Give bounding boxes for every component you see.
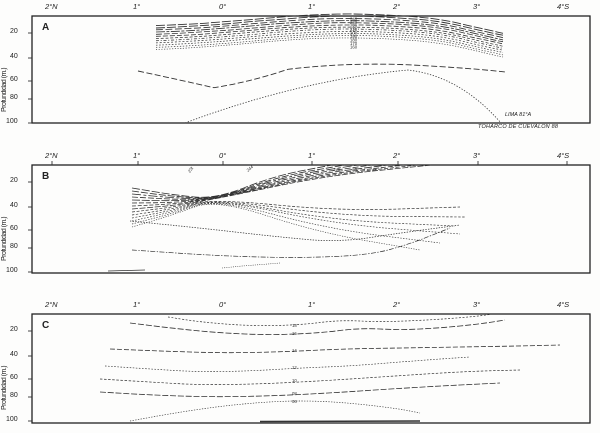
svg-text:23t: 23t [186,165,195,174]
svg-text:160: 160 [350,45,358,50]
svg-text:18: 18 [292,323,297,328]
svg-text:14: 14 [292,348,297,353]
svg-text:06: 06 [292,399,297,404]
svg-text:12: 12 [292,365,297,370]
svg-text:16: 16 [292,331,297,336]
svg-text:08: 08 [292,391,297,396]
